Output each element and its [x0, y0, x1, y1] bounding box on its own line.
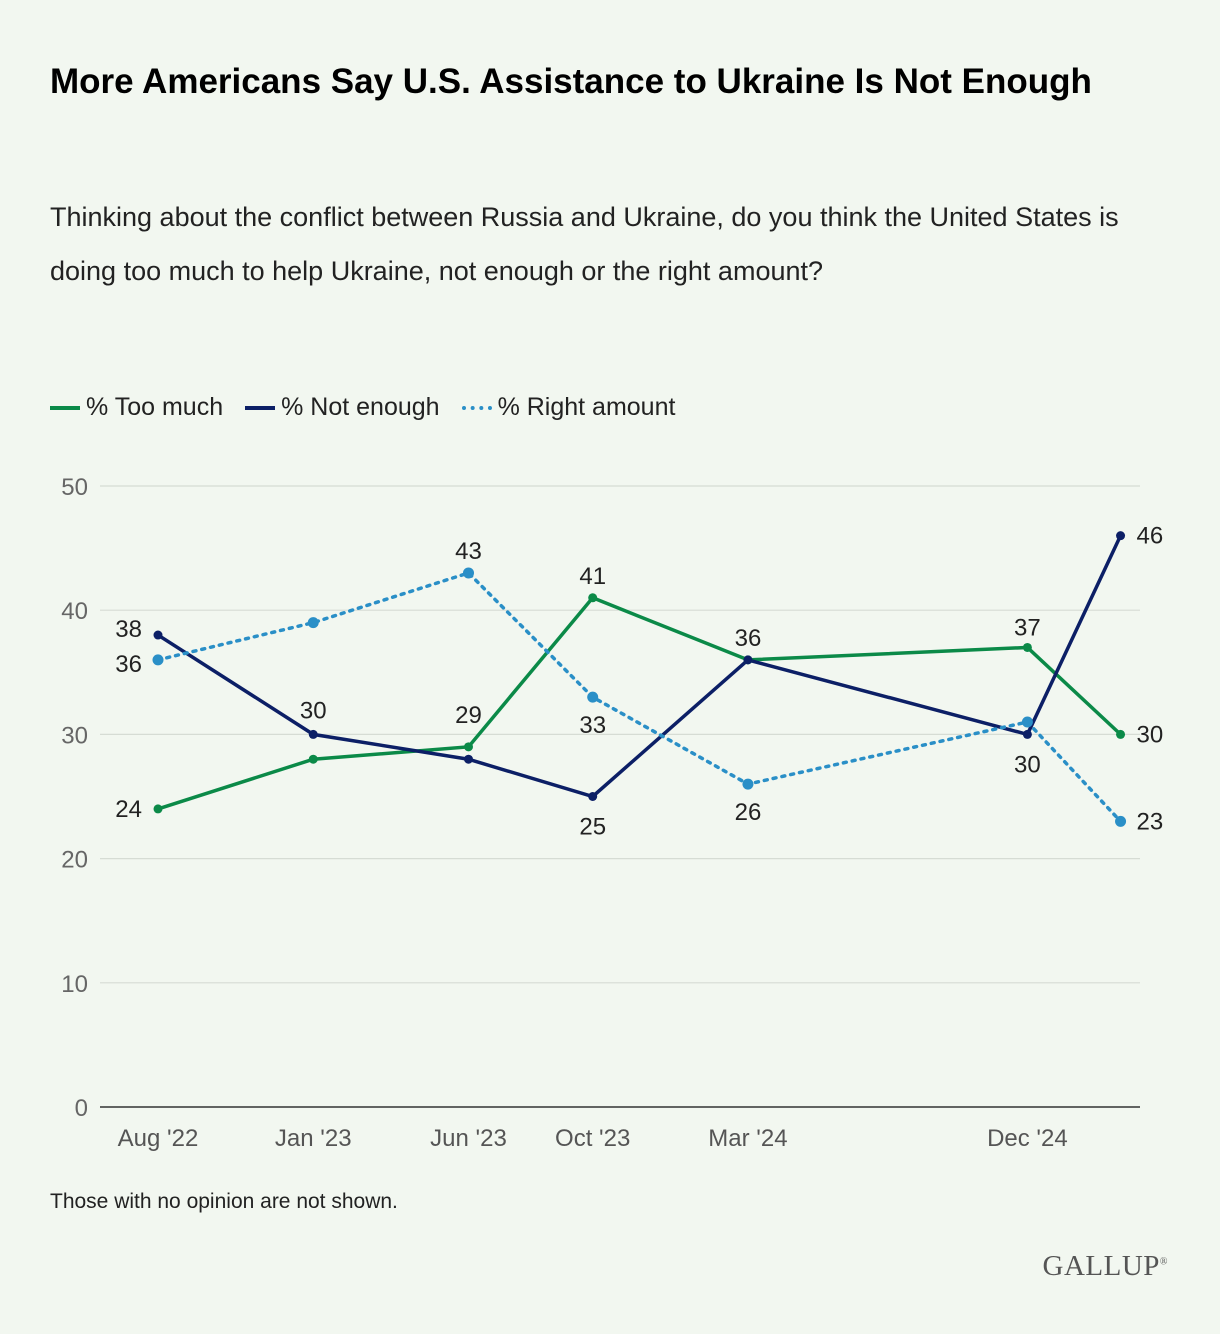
data-label: 41 — [579, 563, 606, 590]
legend-swatch — [50, 405, 80, 410]
y-tick-label: 0 — [75, 1095, 88, 1122]
gallup-logo: GALLUP® — [1042, 1250, 1168, 1282]
chart-title: More Americans Say U.S. Assistance to Uk… — [50, 62, 1092, 101]
data-label: 37 — [1014, 614, 1041, 641]
data-point — [307, 617, 319, 629]
data-label: 43 — [455, 538, 482, 565]
data-label: 36 — [735, 625, 762, 652]
data-label: 46 — [1137, 523, 1164, 550]
legend-label: % Right amount — [497, 393, 676, 421]
data-label: 36 — [115, 651, 142, 678]
series-line — [157, 534, 1123, 799]
data-point — [308, 754, 318, 764]
y-tick-label: 10 — [61, 971, 88, 998]
legend-label: % Too much — [86, 393, 224, 421]
data-label: 30 — [300, 697, 327, 724]
legend-swatch — [461, 405, 492, 410]
chart-subtitle: Thinking about the conflict between Russ… — [50, 202, 1119, 286]
data-point — [742, 778, 754, 790]
legend-item-too-much: % Too much — [50, 393, 223, 422]
data-point — [588, 593, 598, 603]
data-point — [1021, 716, 1033, 728]
data-point — [743, 655, 753, 665]
y-tick-label: 20 — [61, 847, 88, 874]
data-label: 30 — [1137, 721, 1164, 748]
y-tick-label: 50 — [61, 474, 88, 501]
data-label: 30 — [1014, 751, 1041, 778]
data-label: 24 — [115, 796, 142, 823]
x-tick-label: Jun '23 — [430, 1125, 507, 1152]
data-point — [308, 729, 318, 739]
legend: % Too much % Not enough % Right amount — [50, 393, 675, 422]
data-point — [1115, 815, 1127, 827]
x-tick-label: Aug '22 — [118, 1125, 199, 1152]
y-tick-label: 30 — [61, 722, 88, 749]
legend-item-not-enough: % Not enough — [245, 393, 440, 422]
footnote: Those with no opinion are not shown. — [50, 1190, 398, 1213]
data-point — [153, 630, 163, 640]
data-point — [464, 742, 473, 752]
data-point — [1022, 642, 1032, 652]
x-tick-label: Mar '24 — [708, 1125, 787, 1152]
data-point — [588, 792, 598, 801]
x-tick-label: Jan '23 — [275, 1125, 352, 1152]
data-point — [1116, 531, 1126, 541]
data-point — [587, 691, 599, 703]
y-tick-label: 40 — [61, 598, 88, 625]
data-label: 29 — [455, 702, 482, 729]
legend-item-right-amount: % Right amount — [461, 393, 676, 422]
data-point — [152, 654, 164, 666]
data-label: 33 — [579, 712, 606, 739]
data-point — [1022, 729, 1032, 739]
data-point — [1116, 729, 1126, 739]
legend-swatch — [245, 405, 276, 410]
data-point — [463, 567, 474, 579]
data-label: 26 — [735, 799, 762, 826]
data-label: 23 — [1137, 808, 1164, 835]
data-label: 25 — [579, 814, 606, 841]
line-chart: 0 10 20 30 40 50 Aug '22 Jan '23 Jun '23 Oct '23 M… — [61, 474, 1164, 1152]
data-label: 38 — [115, 616, 142, 643]
data-point — [464, 754, 473, 764]
legend-label: % Not enough — [281, 393, 440, 421]
data-point — [153, 804, 163, 814]
x-tick-label: Dec '24 — [987, 1125, 1068, 1152]
x-tick-label: Oct '23 — [555, 1125, 630, 1152]
